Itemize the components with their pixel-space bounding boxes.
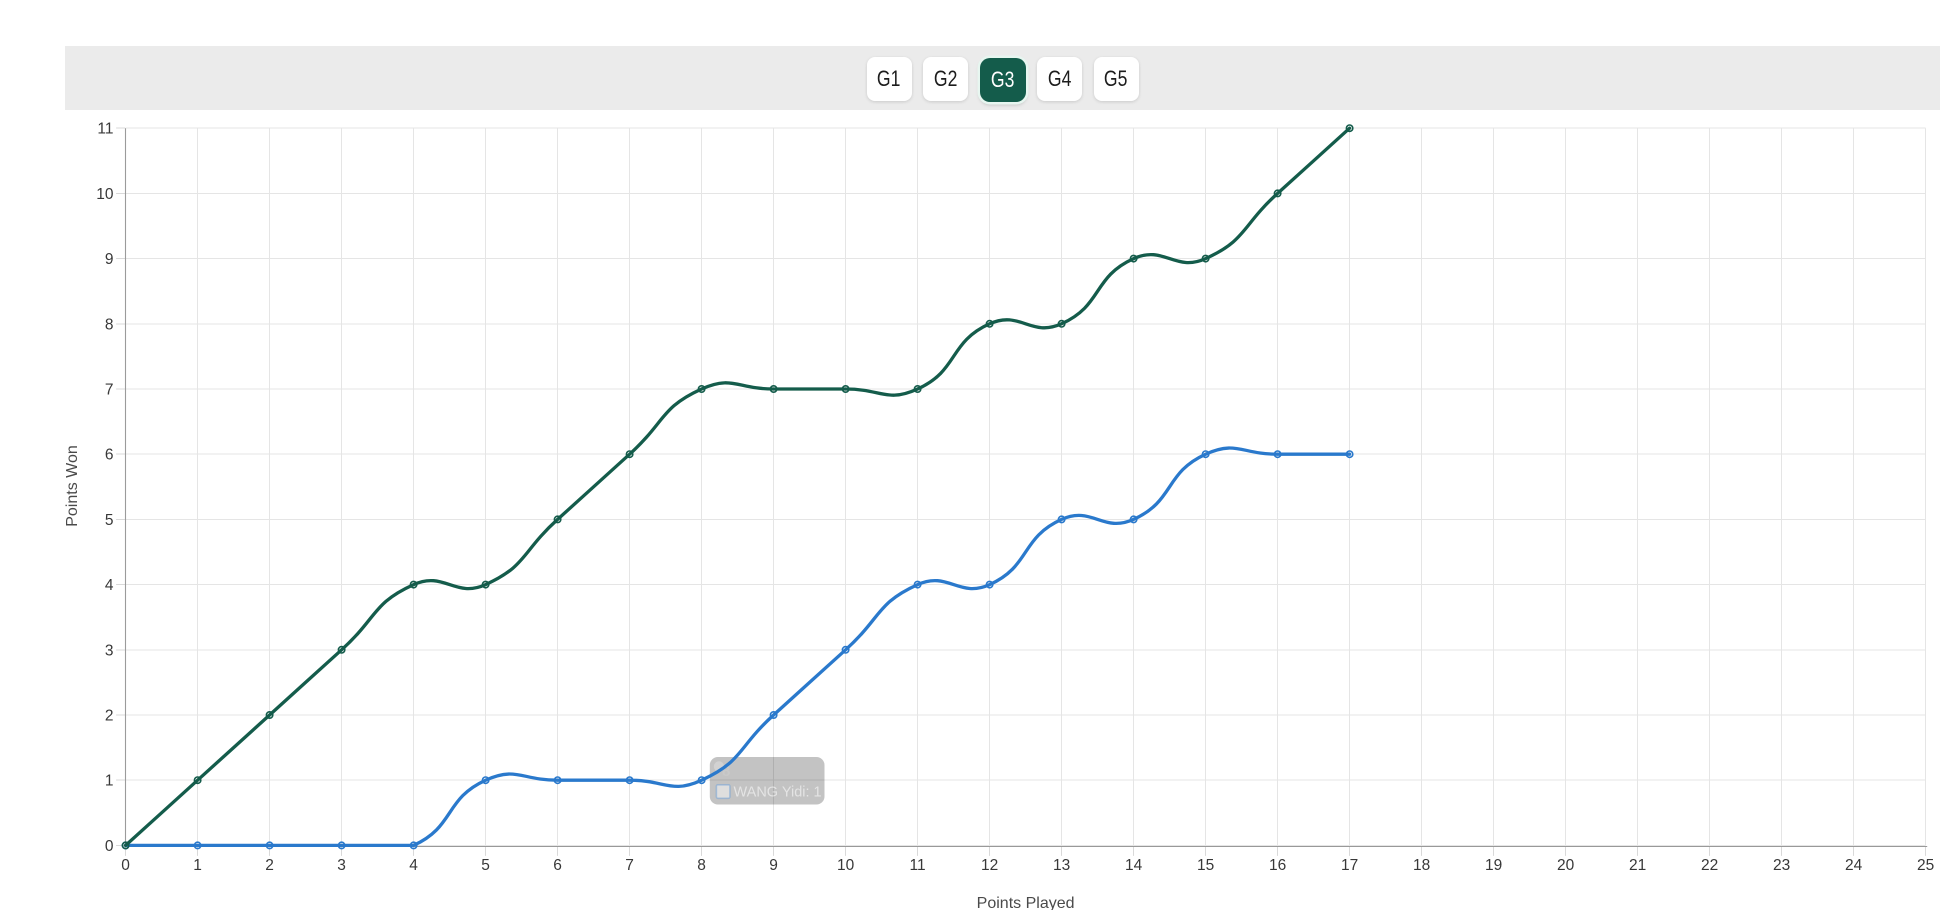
svg-text:24: 24 [1845, 857, 1863, 874]
svg-text:10: 10 [837, 857, 855, 874]
svg-text:9: 9 [105, 251, 114, 268]
svg-text:5: 5 [481, 857, 490, 874]
svg-text:6: 6 [105, 447, 114, 464]
svg-text:16: 16 [1269, 857, 1286, 874]
svg-text:20: 20 [1557, 857, 1575, 874]
svg-text:1: 1 [105, 773, 114, 790]
svg-text:5: 5 [105, 512, 114, 529]
svg-text:25: 25 [1917, 857, 1934, 874]
svg-text:1: 1 [193, 857, 202, 874]
svg-text:2: 2 [265, 857, 274, 874]
svg-text:Points Won: Points Won [64, 445, 81, 527]
svg-text:19: 19 [1485, 857, 1502, 874]
svg-text:7: 7 [105, 382, 114, 399]
svg-text:15: 15 [1197, 857, 1214, 874]
svg-text:11: 11 [910, 857, 926, 874]
svg-text:10: 10 [96, 186, 114, 203]
svg-text:9: 9 [769, 857, 778, 874]
svg-text:21: 21 [1629, 857, 1646, 874]
svg-text:4: 4 [409, 857, 418, 874]
svg-text:8: 8 [697, 857, 706, 874]
svg-text:3: 3 [105, 642, 114, 659]
svg-text:11: 11 [97, 121, 113, 138]
svg-text:2: 2 [105, 708, 114, 725]
svg-text:4: 4 [105, 577, 114, 594]
svg-text:Points Played: Points Played [977, 895, 1075, 910]
svg-text:0: 0 [105, 838, 114, 855]
svg-text:8: 8 [722, 763, 730, 780]
svg-text:14: 14 [1125, 857, 1143, 874]
svg-text:22: 22 [1701, 857, 1718, 874]
svg-text:8: 8 [105, 316, 114, 333]
svg-text:12: 12 [981, 857, 998, 874]
svg-text:13: 13 [1053, 857, 1070, 874]
svg-text:6: 6 [553, 857, 562, 874]
svg-text:WANG Yidi: 1: WANG Yidi: 1 [734, 785, 822, 801]
svg-text:17: 17 [1341, 857, 1358, 874]
svg-text:0: 0 [121, 857, 130, 874]
svg-text:23: 23 [1773, 857, 1790, 874]
svg-text:3: 3 [337, 857, 346, 874]
svg-text:7: 7 [625, 857, 634, 874]
svg-text:18: 18 [1413, 857, 1430, 874]
